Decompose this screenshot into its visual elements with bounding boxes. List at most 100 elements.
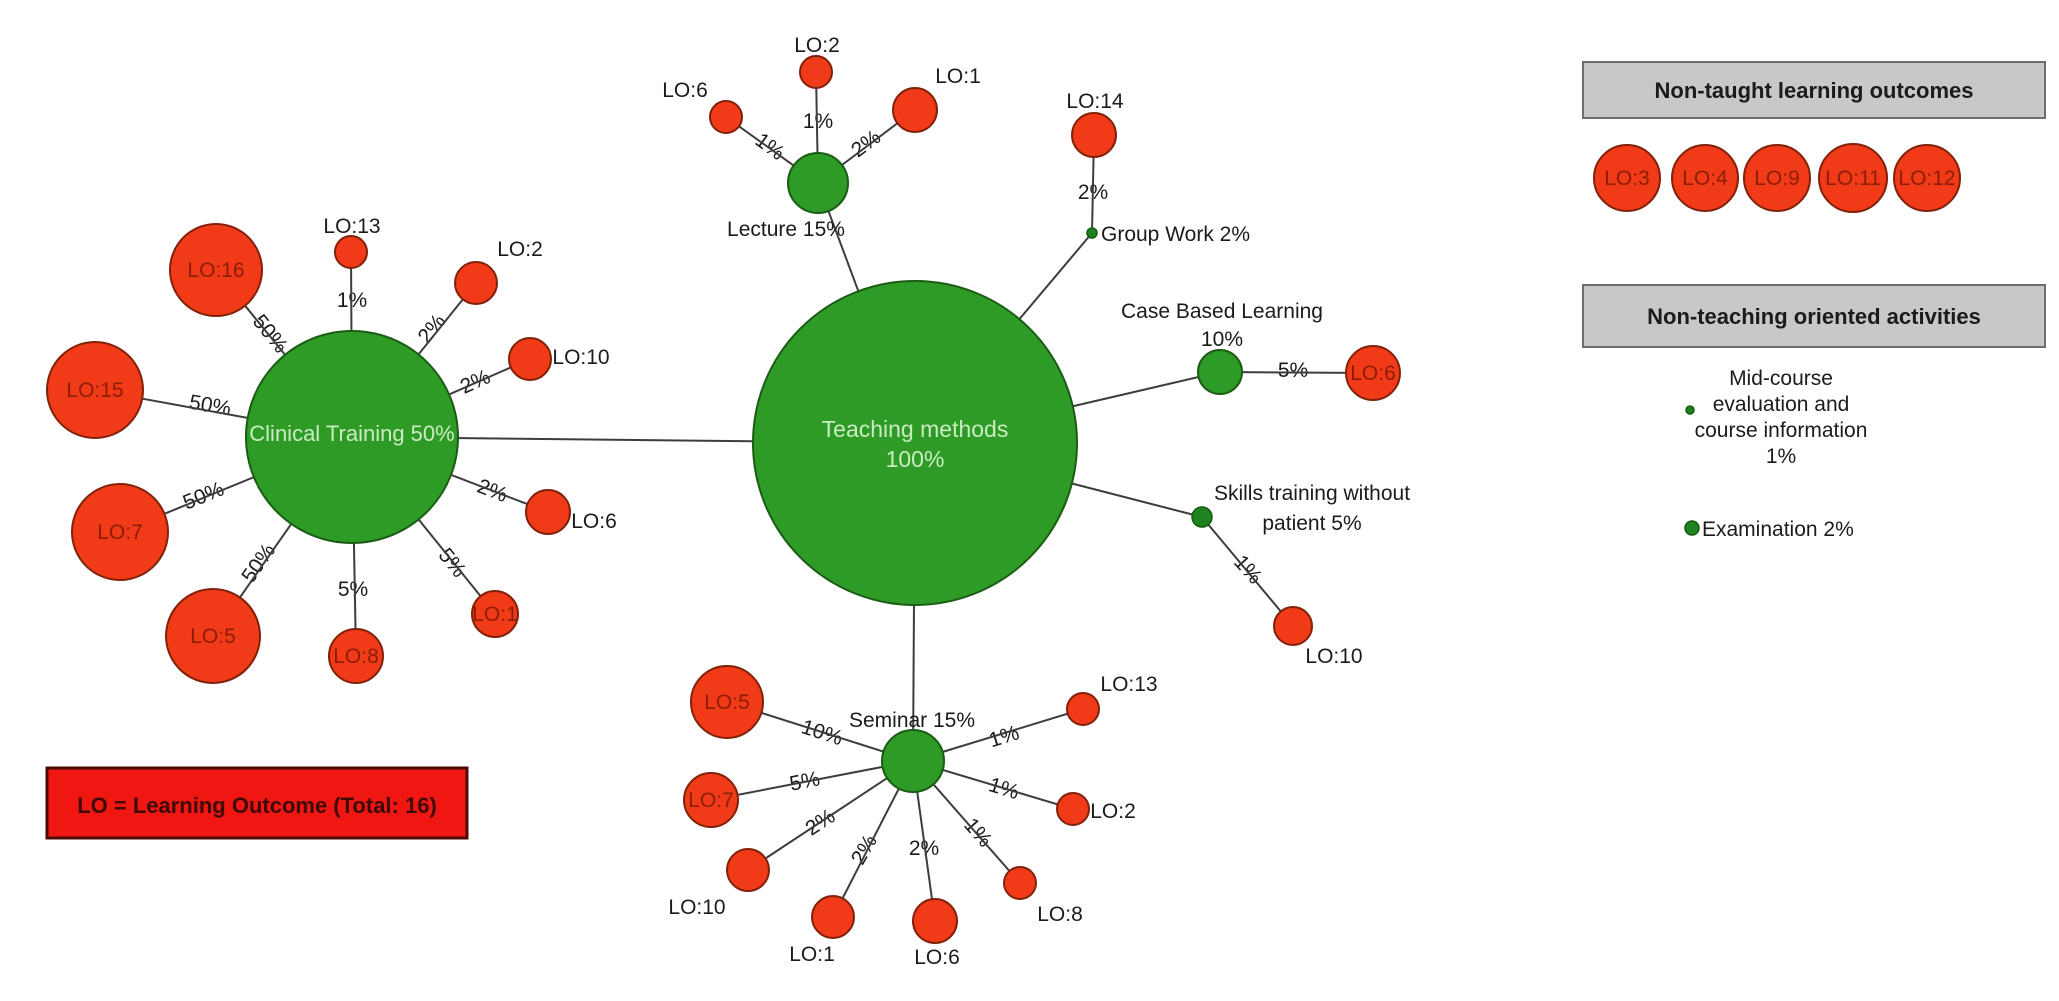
non-teaching-header-label: Non-teaching oriented activities xyxy=(1647,304,1981,329)
clinical-lo15-label: LO:15 xyxy=(66,379,123,402)
groupwork-lo14-circle xyxy=(1071,112,1117,158)
clinical-lo13-label: LO:13 xyxy=(323,215,380,238)
nontaught-lo4-label: LO:4 xyxy=(1682,167,1728,190)
edge-seminar-lo10 xyxy=(747,760,914,871)
seminar-label: Seminar 15% xyxy=(849,709,975,732)
mid-course-label-line4: 1% xyxy=(1766,445,1796,468)
clinical-lo16-label: LO:16 xyxy=(187,259,244,282)
lecture-label: Lecture 15% xyxy=(727,218,845,241)
skills-lo10-label: LO:10 xyxy=(1305,645,1362,668)
seminar-lo2-circle xyxy=(1056,792,1090,826)
nontaught-lo3-circle xyxy=(1593,144,1661,212)
skills-training-node xyxy=(1191,506,1213,528)
teaching-methods-label-line2: 100% xyxy=(886,446,945,472)
edge-skills-lo10 xyxy=(1201,516,1294,627)
seminar-lo1-circle xyxy=(811,895,855,939)
edge-pct-seminar-lo1: 2% xyxy=(847,831,882,869)
legend-label: LO = Learning Outcome (Total: 16) xyxy=(77,793,437,818)
seminar-node xyxy=(881,729,945,793)
seminar-lo8-label: LO:8 xyxy=(1037,903,1083,926)
seminar-lo1-label: LO:1 xyxy=(789,943,835,966)
mid-course-label-line1: Mid-course xyxy=(1729,367,1833,390)
nodes xyxy=(46,55,1401,944)
edge-pct-lecture-lo2: 1% xyxy=(803,110,833,133)
lecture-lo1-circle xyxy=(892,87,938,133)
seminar-lo5-circle xyxy=(690,665,764,739)
clinical-lo16-circle xyxy=(169,223,263,317)
clinical-lo8-circle xyxy=(328,628,384,684)
casebased-lo6-circle xyxy=(1345,345,1401,401)
case-based-label-line2: 10% xyxy=(1201,328,1243,351)
side-panel: Non-taught learning outcomes LO:3 LO:4 L… xyxy=(1582,61,2046,541)
lecture-lo2-circle xyxy=(799,55,833,89)
mid-course-label-line3: course information xyxy=(1695,419,1868,442)
non-taught-header-box xyxy=(1582,61,2046,119)
nontaught-lo9-circle xyxy=(1743,144,1811,212)
lecture-lo2-label: LO:2 xyxy=(794,34,840,57)
seminar-lo8-circle xyxy=(1003,866,1037,900)
clinical-lo2-label: LO:2 xyxy=(497,238,543,261)
clinical-lo13-circle xyxy=(334,235,368,269)
clinical-lo1-circle xyxy=(471,590,519,638)
teaching-methods-node xyxy=(752,280,1078,606)
clinical-lo7-circle xyxy=(71,483,169,581)
lecture-lo1-label: LO:1 xyxy=(935,65,981,88)
clinical-lo1-label: LO:1 xyxy=(472,603,518,626)
legend-box xyxy=(45,766,469,840)
legend: LO = Learning Outcome (Total: 16) xyxy=(45,766,469,840)
nontaught-lo4-circle xyxy=(1671,144,1739,212)
group-work-label: Group Work 2% xyxy=(1101,223,1250,246)
clinical-lo6-circle xyxy=(525,489,571,535)
skills-lo10-circle xyxy=(1273,606,1313,646)
clinical-training-node xyxy=(245,330,459,544)
skills-label-line1: Skills training without xyxy=(1214,482,1410,505)
edge-pct-casebased-lo6: 5% xyxy=(1278,359,1308,382)
clinical-training-label: Clinical Training 50% xyxy=(249,421,454,446)
lecture-node xyxy=(787,152,849,214)
clinical-lo8-label: LO:8 xyxy=(333,645,379,668)
examination-dot xyxy=(1684,520,1700,536)
seminar-lo13-label: LO:13 xyxy=(1100,673,1157,696)
edge-pct-clinical-lo5: 50% xyxy=(237,539,280,587)
clinical-lo5-circle xyxy=(165,588,261,684)
lecture-lo6-circle xyxy=(709,100,743,134)
case-based-label-line1: Case Based Learning xyxy=(1121,300,1323,323)
clinical-lo5-label: LO:5 xyxy=(190,625,236,648)
edge-pct-lecture-lo6: 1% xyxy=(751,129,789,165)
clinical-lo10-circle xyxy=(508,337,552,381)
non-teaching-header-box xyxy=(1582,284,2046,348)
mid-course-dot xyxy=(1685,405,1695,415)
lecture-lo6-label: LO:6 xyxy=(662,79,708,102)
edge-seminar-lo7 xyxy=(710,760,914,801)
non-taught-header-label: Non-taught learning outcomes xyxy=(1655,78,1974,103)
edge-pct-clinical-lo15: 50% xyxy=(187,391,232,421)
edge-pct-clinical-lo8: 5% xyxy=(338,578,368,601)
nontaught-lo11-circle xyxy=(1818,143,1888,213)
groupwork-lo14-label: LO:14 xyxy=(1066,90,1124,113)
seminar-lo13-circle xyxy=(1066,692,1100,726)
seminar-lo10-circle xyxy=(726,848,770,892)
clinical-lo6-label: LO:6 xyxy=(571,510,617,533)
clinical-lo2-circle xyxy=(454,261,498,305)
mid-course-label-line2: evaluation and xyxy=(1713,393,1850,416)
group-work-node xyxy=(1086,227,1098,239)
seminar-lo6-label: LO:6 xyxy=(914,946,960,969)
nontaught-lo3-label: LO:3 xyxy=(1604,167,1650,190)
edge-pct-clinical-lo7: 50% xyxy=(180,477,228,514)
seminar-lo2-label: LO:2 xyxy=(1090,800,1136,823)
nontaught-lo11-label: LO:11 xyxy=(1825,167,1881,190)
seminar-lo7-label: LO:7 xyxy=(688,789,734,812)
casebased-lo6-label: LO:6 xyxy=(1350,362,1396,385)
examination-label: Examination 2% xyxy=(1702,518,1854,541)
nontaught-lo9-label: LO:9 xyxy=(1754,167,1800,190)
seminar-lo10-label: LO:10 xyxy=(668,896,725,919)
seminar-lo6-circle xyxy=(912,898,958,944)
case-based-learning-node xyxy=(1197,349,1243,395)
edge-pct-clinical-lo2: 2% xyxy=(413,310,450,348)
clinical-lo7-label: LO:7 xyxy=(97,521,143,544)
node-labels: Teaching methods 100% Clinical Training … xyxy=(66,34,1410,969)
clinical-lo15-circle xyxy=(46,341,144,439)
seminar-lo7-circle xyxy=(683,772,739,828)
seminar-lo5-label: LO:5 xyxy=(704,691,750,714)
